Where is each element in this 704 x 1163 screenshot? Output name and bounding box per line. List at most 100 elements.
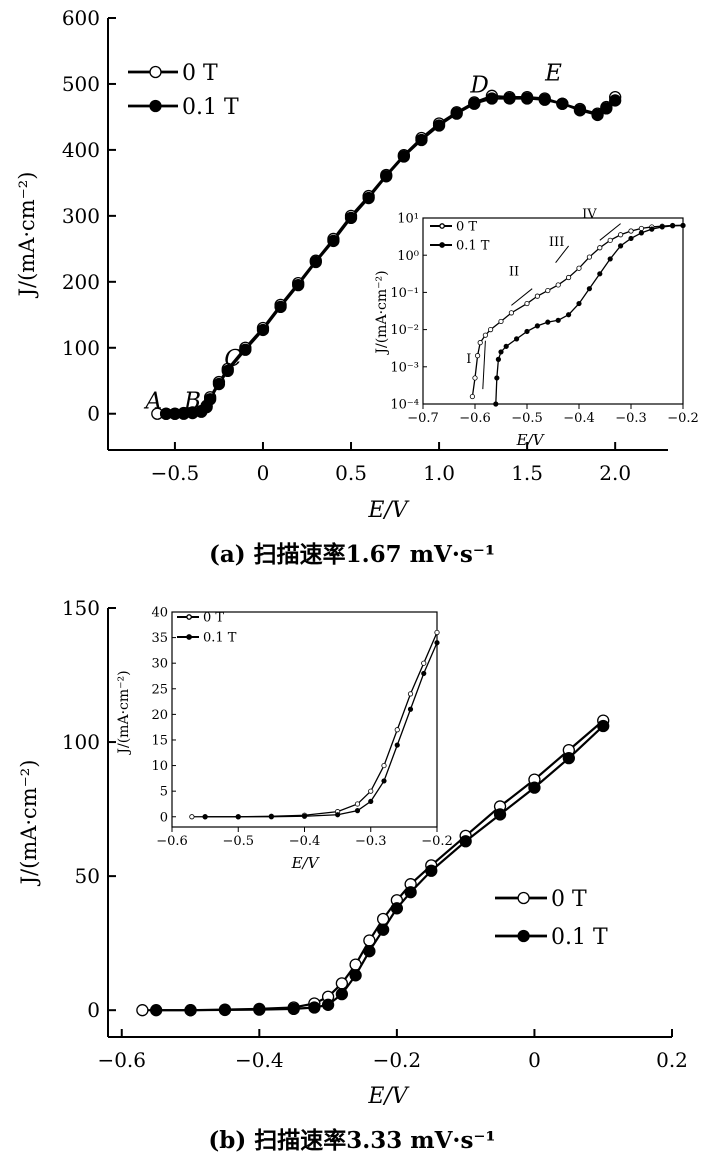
data-point-filled: [425, 864, 438, 877]
data-point-open: [617, 232, 624, 238]
legend-marker-0: [186, 614, 192, 620]
x-tick-label: 1.5: [511, 461, 543, 485]
point-label-E: E: [544, 61, 562, 87]
y-tick-label: 10¹: [397, 212, 419, 227]
x-tick-label: −0.5: [222, 834, 254, 849]
data-point-open: [576, 265, 582, 271]
legend-label-0: 0 T: [551, 887, 587, 912]
data-point-filled: [368, 798, 374, 805]
y-axis-label: J/(mA·cm⁻²): [374, 270, 390, 355]
chart-0: −0.5 0 0.5 1.0 1.5 2.0 0 100 200 300 400 500 600 E/V J…: [15, 6, 668, 523]
data-point-filled: [498, 349, 504, 355]
data-point-filled: [513, 336, 520, 342]
data-point-filled: [524, 328, 530, 335]
data-point-filled: [503, 92, 516, 105]
legend-label-0: 0 T: [182, 61, 218, 86]
x-tick-label: 2.0: [599, 461, 631, 485]
y-tick-label: 0: [160, 810, 168, 825]
y-tick-label: 25: [151, 682, 168, 697]
x-tick-label: −0.4: [289, 834, 321, 849]
data-point-filled: [380, 170, 393, 183]
data-point-filled: [591, 108, 604, 122]
data-point-filled: [556, 97, 569, 110]
legend-label-1: 0.1 T: [456, 239, 490, 254]
data-point-filled: [354, 808, 361, 814]
data-point-open: [421, 660, 427, 666]
y-axis-label: J/(mA·cm⁻²): [116, 670, 132, 755]
data-point-filled: [534, 323, 541, 329]
y-tick-label: 40: [151, 606, 168, 621]
legend-marker-1: [149, 99, 162, 113]
tangent-line-1: [482, 340, 486, 390]
y-tick-label: 10⁻¹: [390, 286, 419, 301]
data-point-filled: [649, 226, 655, 232]
caption-b: (b) 扫描速率3.33 mV·s⁻¹: [208, 1127, 495, 1154]
y-tick-label: 15: [151, 734, 168, 749]
x-tick-label: 0: [257, 461, 270, 485]
y-tick-label: 35: [151, 631, 168, 646]
data-point-filled: [495, 356, 501, 362]
point-label-B: B: [183, 388, 201, 414]
data-point-filled: [407, 706, 414, 712]
y-tick-label: 100: [62, 730, 100, 754]
data-point-open: [472, 375, 478, 381]
chart-2: −0.6 −0.4 −0.2 0 0.2050100150E/VJ/(mA·cm⁻²)0…: [17, 596, 688, 1109]
data-point-open: [597, 245, 603, 251]
data-point-filled: [503, 343, 509, 349]
y-tick-label: 10⁻⁴: [390, 398, 419, 413]
legend-marker-1: [186, 634, 192, 640]
data-point-open: [487, 326, 494, 333]
data-point-filled: [493, 401, 499, 407]
data-point-filled: [555, 317, 561, 323]
data-point-filled: [256, 323, 270, 337]
data-point-open: [534, 293, 541, 299]
data-point-open: [434, 629, 440, 636]
data-point-filled: [335, 812, 341, 818]
x-tick-label: 0.2: [656, 1048, 688, 1072]
data-point-filled: [421, 670, 427, 677]
point-label-A: A: [143, 388, 162, 414]
data-point-filled: [468, 97, 481, 110]
data-point-filled: [309, 255, 322, 269]
data-point-filled: [600, 102, 613, 115]
series-line-1: [205, 642, 438, 818]
point-label-C: C: [224, 346, 242, 372]
data-point-filled: [362, 191, 375, 205]
caption-a: (a) 扫描速率1.67 mV·s⁻¹: [209, 541, 495, 568]
legend-marker-1: [439, 242, 445, 248]
region-label-II: II: [509, 265, 519, 280]
y-tick-label: 300: [62, 204, 100, 228]
y-tick-label: 100: [62, 336, 100, 360]
data-point-filled: [597, 271, 603, 277]
y-tick-label: 0: [87, 998, 100, 1022]
y-axis-label: J/(mA·cm⁻²): [15, 172, 39, 299]
series-line-1: [495, 224, 684, 405]
y-tick-label: 50: [75, 864, 100, 888]
data-point-filled: [221, 364, 234, 378]
data-point-open: [508, 310, 514, 316]
x-axis-label: E/V: [516, 431, 546, 449]
x-tick-label: −0.2: [373, 1048, 422, 1072]
x-tick-label: 1.0: [423, 461, 455, 485]
region-label-I: I: [466, 352, 471, 367]
x-tick-label: −0.6: [459, 411, 491, 426]
x-tick-label: −0.3: [355, 834, 387, 849]
data-point-filled: [287, 1002, 300, 1015]
data-point-filled: [274, 300, 287, 314]
data-point-open: [555, 282, 561, 288]
data-point-filled: [669, 223, 676, 229]
data-point-open: [477, 340, 483, 346]
x-tick-label: 0.5: [335, 461, 367, 485]
data-point-open: [474, 353, 481, 359]
data-point-filled: [404, 886, 417, 899]
x-tick-label: −0.2: [421, 834, 453, 849]
x-tick-label: −0.3: [615, 411, 647, 426]
y-tick-label: 10⁰: [397, 249, 419, 264]
x-tick-label: 0: [528, 1048, 541, 1072]
data-point-filled: [327, 234, 340, 248]
y-tick-label: 150: [62, 596, 100, 620]
data-point-filled: [573, 104, 587, 117]
data-point-filled: [607, 256, 613, 262]
x-tick-label: −0.5: [151, 461, 200, 485]
